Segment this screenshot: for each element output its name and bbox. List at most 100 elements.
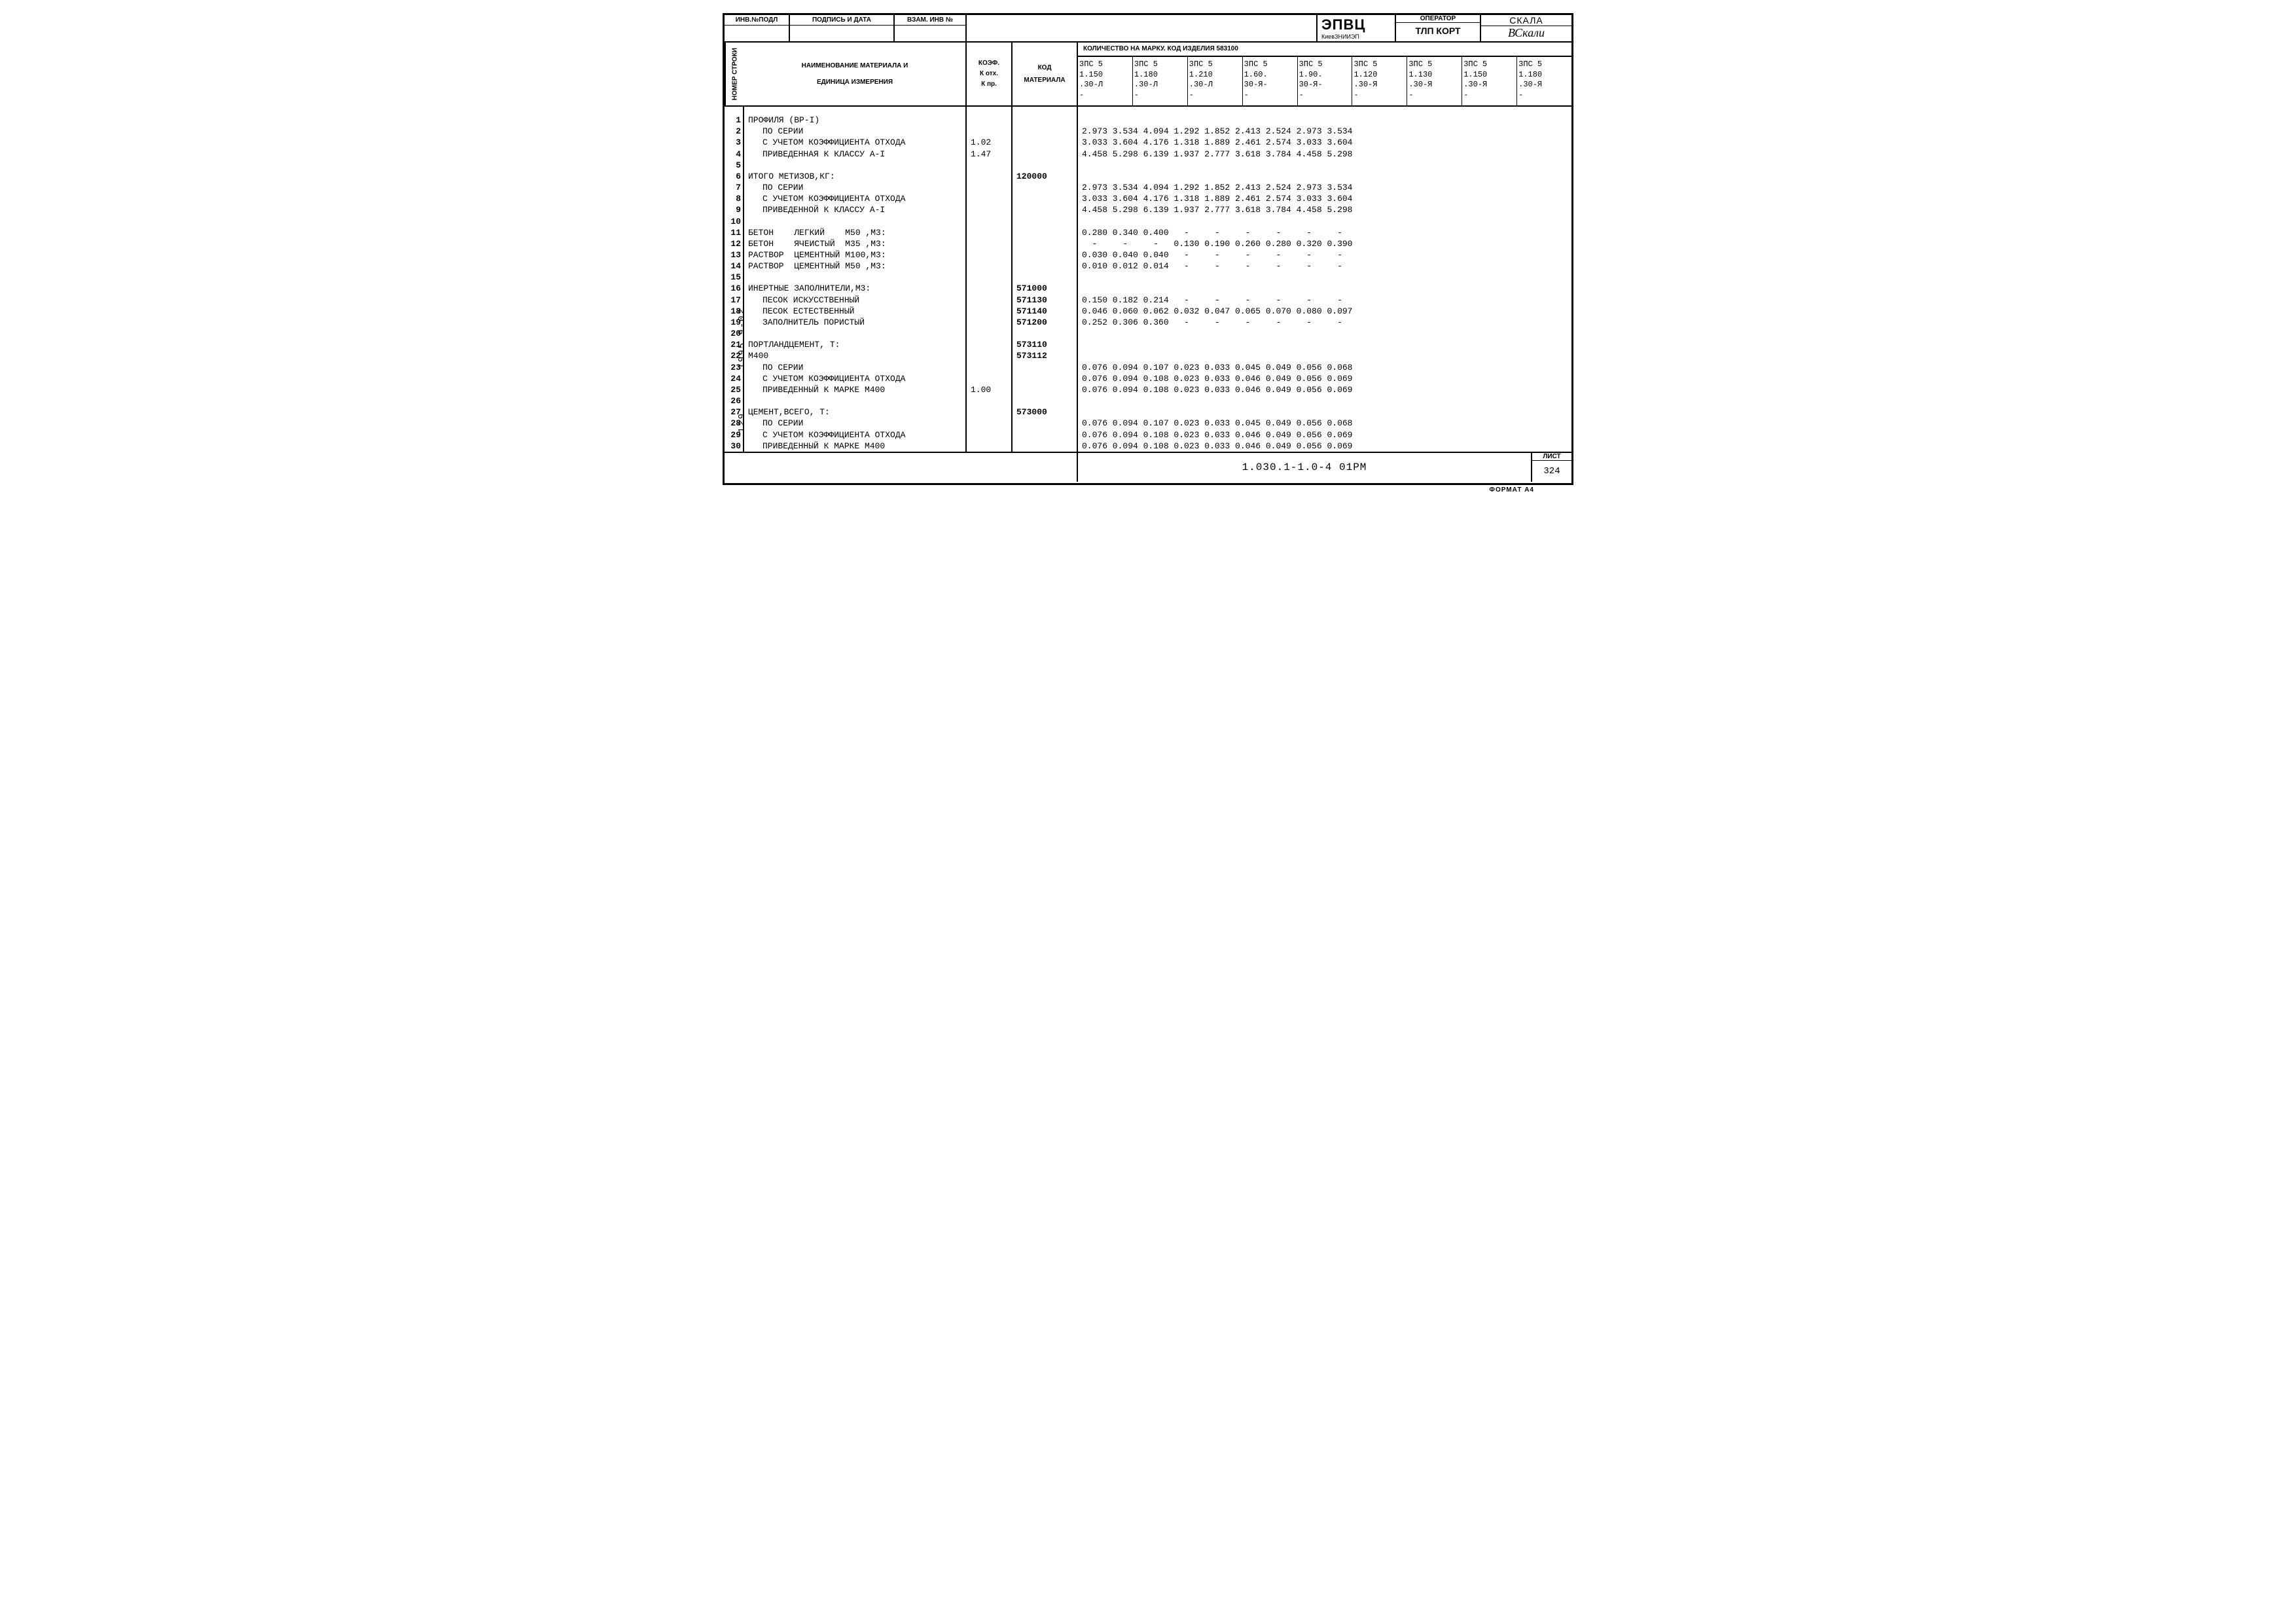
row-name: ПЕСОК ИСКУССТВЕННЫЙ (748, 295, 965, 306)
row-koef (971, 418, 1011, 429)
row-name: С УЧЕТОМ КОЭФФИЦИЕНТА ОТХОДА (748, 429, 965, 441)
row-code (1016, 182, 1077, 193)
row-name: С УЧЕТОМ КОЭФФИЦИЕНТА ОТХОДА (748, 193, 965, 204)
koef-l3: К пр. (968, 79, 1010, 90)
row-code (1016, 193, 1077, 204)
column-headers: НОМЕР СТРОКИ НАИМЕНОВАНИЕ МАТЕРИАЛА И ЕД… (725, 43, 1571, 107)
row-koef (971, 193, 1011, 204)
code-l1: КОД (1014, 64, 1075, 71)
row-code (1016, 362, 1077, 373)
variant-cell: 3ПС 51.150.30-Л- (1078, 57, 1133, 105)
row-koef (971, 339, 1011, 350)
row-name (748, 272, 965, 283)
row-number: 3 (725, 137, 741, 148)
row-name: ИНЕРТНЫЕ ЗАПОЛНИТЕЛИ,М3: (748, 283, 965, 294)
row-code (1016, 204, 1077, 215)
row-koef (971, 317, 1011, 328)
row-name: ПРИВЕДЕННЫЙ К МАРКЕ М400 (748, 384, 965, 395)
vzam-label: ВЗАМ. ИНВ № (895, 15, 965, 26)
sheet-number-block: ЛИСТ 324 (1532, 453, 1571, 482)
col-name-header: НАИМЕНОВАНИЕ МАТЕРИАЛА И ЕДИНИЦА ИЗМЕРЕН… (744, 43, 967, 105)
row-number: 14 (725, 261, 741, 272)
row-code: 571140 (1016, 306, 1077, 317)
row-data: 0.076 0.094 0.108 0.023 0.033 0.046 0.04… (1082, 373, 1571, 384)
row-number: 10 (725, 216, 741, 227)
margin-page: 129 (737, 412, 747, 433)
row-data: 0.252 0.306 0.360 - - - - - - (1082, 317, 1571, 328)
row-number: 16 (725, 283, 741, 294)
row-name (748, 160, 965, 171)
row-code: 571200 (1016, 317, 1077, 328)
row-koef (971, 373, 1011, 384)
row-koef (971, 272, 1011, 283)
list-number: 324 (1532, 461, 1571, 482)
row-koef: 1.00 (971, 384, 1011, 395)
row-data: - - - 0.130 0.190 0.260 0.280 0.320 0.39… (1082, 238, 1571, 249)
row-number: 12 (725, 238, 741, 249)
bottom-row: 1.030.1-1.0-4 01РМ ЛИСТ 324 (725, 453, 1571, 482)
row-data: 0.030 0.040 0.040 - - - - - - (1082, 249, 1571, 261)
row-name: ПРОФИЛЯ (ВР-I) (748, 115, 965, 126)
epvc-title: ЭПВЦ (1321, 16, 1391, 33)
row-number: 7 (725, 182, 741, 193)
row-koef (971, 441, 1011, 452)
operator-header: ОПЕРАТОР (1396, 15, 1480, 23)
row-code (1016, 418, 1077, 429)
operator-block: ОПЕРАТОР ТЛП КОРТ (1395, 15, 1480, 41)
row-data: 0.076 0.094 0.107 0.023 0.033 0.045 0.04… (1082, 418, 1571, 429)
row-code (1016, 429, 1077, 441)
row-number: 2 (725, 126, 741, 137)
row-data: 0.046 0.060 0.062 0.032 0.047 0.065 0.07… (1082, 306, 1571, 317)
row-code (1016, 249, 1077, 261)
epvc-sub: КиевЗНИИЭП (1321, 33, 1391, 40)
row-code (1016, 137, 1077, 148)
row-code: 573000 (1016, 406, 1077, 418)
variant-cell: 3ПС 51.130.30-Я- (1407, 57, 1462, 105)
row-data: 0.076 0.094 0.107 0.023 0.033 0.045 0.04… (1082, 362, 1571, 373)
row-number: 1 (725, 115, 741, 126)
row-code: 571130 (1016, 295, 1077, 306)
row-koef: 1.02 (971, 137, 1011, 148)
row-name: ЦЕМЕНТ,ВСЕГО, Т: (748, 406, 965, 418)
col-koef-header: КОЭФ. К отх. К пр. (967, 43, 1013, 105)
variants-row: 3ПС 51.150.30-Л-3ПС 51.180.30-Л-3ПС 51.2… (1078, 57, 1571, 105)
row-koef (971, 306, 1011, 317)
row-name (748, 328, 965, 339)
col-data-header: КОЛИЧЕСТВО НА МАРКУ. КОД ИЗДЕЛИЯ 583100 … (1078, 43, 1571, 105)
row-code (1016, 216, 1077, 227)
body-names: ПРОФИЛЯ (ВР-I)ПО СЕРИИС УЧЕТОМ КОЭФФИЦИЕ… (744, 107, 967, 452)
row-data: 4.458 5.298 6.139 1.937 2.777 3.618 3.78… (1082, 149, 1571, 160)
row-koef (971, 362, 1011, 373)
koef-l2: К отх. (968, 69, 1010, 79)
format-label: ФОРМАТ А4 (723, 485, 1573, 495)
row-koef (971, 328, 1011, 339)
row-koef (971, 216, 1011, 227)
row-number: 4 (725, 149, 741, 160)
row-number: 25 (725, 384, 741, 395)
code-l2: МАТЕРИАЛА (1014, 77, 1075, 84)
row-koef (971, 295, 1011, 306)
variant-cell: 3ПС 51.180.30-Я- (1517, 57, 1571, 105)
row-data (1082, 406, 1571, 418)
row-data (1082, 283, 1571, 294)
row-koef (971, 395, 1011, 406)
row-name: БЕТОН ЛЕГКИЙ М50 ,М3: (748, 227, 965, 238)
row-number: 15 (725, 272, 741, 283)
row-code: 571000 (1016, 283, 1077, 294)
row-data: 3.033 3.604 4.176 1.318 1.889 2.461 2.57… (1082, 137, 1571, 148)
row-name: ПО СЕРИИ (748, 418, 965, 429)
row-code (1016, 227, 1077, 238)
row-data: 4.458 5.298 6.139 1.937 2.777 3.618 3.78… (1082, 204, 1571, 215)
sign-date-label: ПОДПИСЬ И ДАТА (790, 15, 893, 26)
variant-cell: 3ПС 51.180.30-Л- (1133, 57, 1188, 105)
row-name: РАСТВОР ЦЕМЕНТНЫЙ М100,М3: (748, 249, 965, 261)
row-data: 0.010 0.012 0.014 - - - - - - (1082, 261, 1571, 272)
skala-signature: ВСкали (1481, 26, 1571, 40)
table-body: 1234567891011121314151617181920212223242… (725, 107, 1571, 453)
row-koef (971, 160, 1011, 171)
skala-block: СКАЛА ВСкали (1480, 15, 1571, 41)
row-koef (971, 115, 1011, 126)
row-koef (971, 182, 1011, 193)
variant-cell: 3ПС 51.120.30-Я- (1352, 57, 1407, 105)
row-name: С УЧЕТОМ КОЭФФИЦИЕНТА ОТХОДА (748, 373, 965, 384)
